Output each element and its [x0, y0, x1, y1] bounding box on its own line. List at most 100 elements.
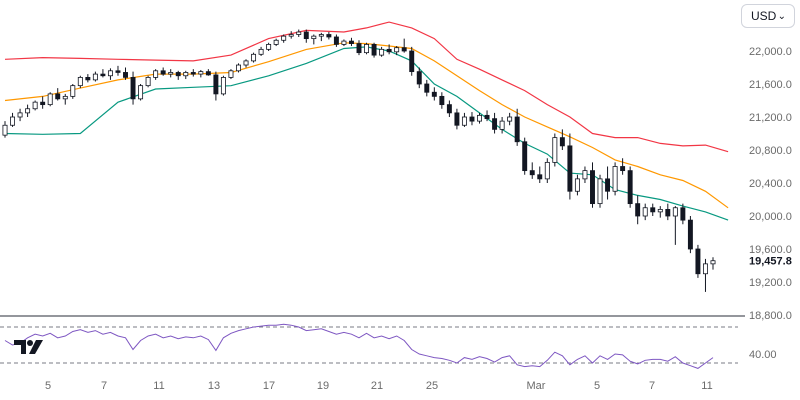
candle [401, 38, 407, 53]
price-axis: 22,000.0 21,600.0 21,200.0 20,800.0 20,400.0… [749, 46, 792, 322]
candle [62, 93, 68, 105]
rsi-indicator: 40.00 [0, 323, 777, 369]
candle [582, 166, 588, 183]
candle [522, 137, 528, 175]
candle [364, 42, 370, 55]
time-tick-label: 25 [426, 380, 438, 392]
candle [175, 70, 181, 80]
candle [168, 69, 174, 78]
candle [100, 69, 106, 78]
bollinger-middle-band [4, 42, 729, 209]
candle [198, 69, 204, 78]
candle [514, 108, 520, 146]
price-tick-label: 19,200.0 [749, 277, 792, 289]
candle [650, 203, 656, 216]
currency-label: USD [751, 9, 777, 23]
candle [379, 46, 385, 57]
time-tick-label: 7 [649, 380, 655, 392]
time-tick-label: 5 [594, 380, 600, 392]
candle [130, 71, 136, 105]
candle [672, 206, 678, 245]
candle [665, 203, 671, 221]
candle [333, 34, 339, 47]
candle [537, 166, 543, 183]
candle [123, 67, 128, 80]
candle [205, 69, 211, 76]
candle [605, 166, 611, 200]
candle [635, 195, 641, 225]
candle [251, 52, 257, 63]
time-tick-label: 13 [208, 380, 220, 392]
candle [446, 100, 452, 117]
candle [454, 108, 460, 130]
candle [356, 40, 362, 56]
time-tick-label: 5 [45, 380, 51, 392]
last-price-marker: 19,457.8 [749, 256, 792, 268]
candle [115, 65, 121, 76]
candle [326, 32, 332, 40]
tradingview-logo-icon[interactable] [14, 338, 44, 361]
candle [529, 162, 535, 179]
candle [47, 92, 53, 107]
candle [461, 112, 467, 127]
price-tick-label: 20,400.0 [749, 178, 792, 190]
candle [85, 74, 91, 83]
candle [153, 69, 159, 80]
time-tick-label: 17 [263, 380, 275, 392]
candle [243, 59, 249, 68]
chevron-down-icon: ⌄ [777, 10, 786, 22]
candle [544, 158, 550, 183]
time-tick-label: 19 [317, 380, 329, 392]
price-tick-label: 18,800.0 [749, 310, 792, 322]
candle [386, 44, 392, 55]
candle [303, 29, 309, 43]
time-tick-label: 7 [101, 380, 107, 392]
price-tick-label: 21,600.0 [749, 79, 792, 91]
rsi-line [4, 323, 714, 369]
candle [416, 67, 422, 89]
candlestick-series [2, 29, 716, 292]
candle [371, 42, 377, 58]
candle [341, 39, 347, 47]
time-tick-label: Mar [527, 380, 546, 392]
candle [409, 46, 415, 76]
candle [10, 112, 16, 127]
candle [183, 70, 189, 80]
candle [296, 29, 302, 37]
candle [160, 67, 166, 76]
candle [642, 203, 648, 221]
time-tick-label: 11 [701, 380, 712, 392]
candle [266, 42, 272, 51]
candle [17, 108, 23, 122]
candle [469, 112, 475, 126]
candle [394, 46, 400, 56]
candle [281, 34, 287, 43]
candle [657, 206, 663, 218]
bollinger-lower-band [4, 46, 729, 221]
price-tick-label: 21,200.0 [749, 112, 792, 124]
candle [2, 121, 8, 138]
price-tick-label: 22,000.0 [749, 46, 792, 58]
candle [213, 71, 219, 101]
candle [190, 69, 196, 77]
candle [32, 100, 38, 111]
bollinger-upper-band [4, 21, 729, 153]
time-tick-label: 11 [153, 380, 164, 392]
candle [92, 71, 98, 82]
candle [40, 96, 46, 109]
price-tick-label: 20,800.0 [749, 145, 792, 157]
candle [311, 34, 317, 45]
currency-selector-button[interactable]: USD ⌄ [741, 4, 795, 28]
rsi-tick-label: 40.00 [749, 349, 777, 361]
candle [499, 117, 505, 134]
candle [431, 87, 437, 101]
candle [258, 46, 264, 56]
candle [612, 162, 618, 196]
candle [70, 84, 76, 99]
candle [484, 110, 490, 122]
time-tick-label: 21 [371, 380, 383, 392]
candle [597, 174, 603, 208]
candle [620, 158, 626, 175]
candle [695, 244, 701, 278]
